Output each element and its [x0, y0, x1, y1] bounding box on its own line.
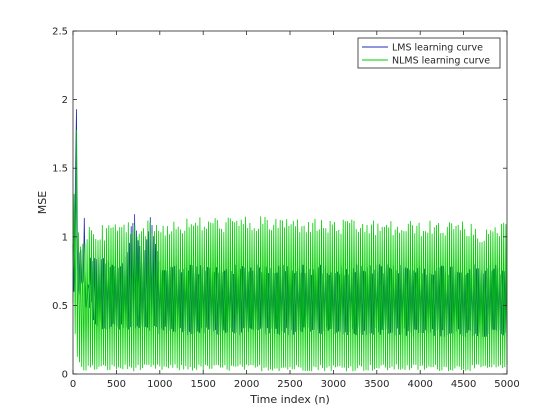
x-axis-ticks: 0 500 1000 1500 2000 2500 3000 3500 4000 4500 5000 [70, 31, 520, 390]
y-tick-label: 1 [62, 232, 68, 243]
y-tick-label: 0.5 [52, 301, 68, 312]
plot-area: 0 500 1000 1500 2000 2500 3000 3500 4000 4500 5000… [52, 27, 520, 391]
y-axis-label: MSE [36, 191, 49, 214]
y-tick-label: 2.5 [52, 27, 68, 38]
legend-box [357, 37, 501, 69]
y-tick-label: 2 [62, 95, 68, 106]
x-tick-label: 2500 [277, 379, 302, 390]
x-tick-label: 1000 [147, 379, 172, 390]
y-tick-label: 0 [62, 370, 68, 381]
x-tick-label: 0 [70, 379, 76, 390]
series-line-nlms [72, 129, 508, 372]
legend-label-nlms: NLMS learning curve [392, 56, 490, 67]
legend: LMS learning curve NLMS learning curve [357, 37, 501, 69]
y-axis-ticks: 0 0.5 1 1.5 2 2.5 [52, 27, 507, 381]
x-tick-label: 4500 [451, 379, 476, 390]
x-tick-label: 4000 [407, 379, 432, 390]
x-tick-label: 5000 [494, 379, 519, 390]
x-tick-label: 3000 [321, 379, 346, 390]
y-tick-label: 1.5 [52, 164, 68, 175]
series-layer [72, 109, 508, 372]
x-tick-label: 2000 [234, 379, 259, 390]
legend-label-lms: LMS learning curve [392, 43, 483, 54]
x-tick-label: 500 [107, 379, 126, 390]
x-tick-label: 3500 [364, 379, 389, 390]
x-tick-label: 1500 [190, 379, 215, 390]
x-axis-label: Time index (n) [249, 393, 330, 406]
